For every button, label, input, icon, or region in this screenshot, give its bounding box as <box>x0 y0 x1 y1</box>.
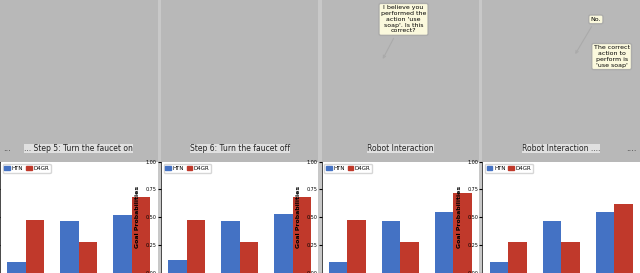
Bar <box>274 214 292 273</box>
Text: ...: ... <box>3 144 11 153</box>
Bar <box>168 260 186 273</box>
Bar <box>113 215 132 273</box>
Text: Robot Interaction: Robot Interaction <box>367 144 434 153</box>
Y-axis label: Goal Probabilities: Goal Probabilities <box>296 186 301 248</box>
Y-axis label: Goal Probabilities: Goal Probabilities <box>457 186 462 248</box>
Bar <box>348 219 366 273</box>
Bar <box>132 197 150 273</box>
Bar <box>435 212 454 273</box>
Bar <box>7 262 26 273</box>
Bar <box>508 242 527 273</box>
Legend: HTN, D4GR: HTN, D4GR <box>164 164 211 173</box>
Text: The correct
action to
perform is
'use soap': The correct action to perform is 'use so… <box>594 45 630 68</box>
Bar <box>382 221 401 273</box>
Bar <box>614 204 633 273</box>
Legend: HTN, D4GR: HTN, D4GR <box>485 164 533 173</box>
Bar <box>490 262 508 273</box>
Bar <box>596 212 614 273</box>
Bar <box>292 197 311 273</box>
Text: ... Step 5: Turn the faucet on: ... Step 5: Turn the faucet on <box>24 144 133 153</box>
Bar <box>561 242 580 273</box>
Text: Robot Interaction ....: Robot Interaction .... <box>522 144 600 153</box>
Bar <box>329 262 348 273</box>
Bar <box>401 242 419 273</box>
Y-axis label: Goal Probabilities: Goal Probabilities <box>135 186 140 248</box>
Text: I believe you
performed the
action 'use
soap'. Is this
correct?: I believe you performed the action 'use … <box>381 5 426 58</box>
Text: ....: .... <box>627 144 637 153</box>
Legend: HTN, D4GR: HTN, D4GR <box>324 164 372 173</box>
Bar <box>543 221 561 273</box>
Bar <box>186 219 205 273</box>
Bar <box>221 221 239 273</box>
Bar <box>239 242 258 273</box>
Legend: HTN, D4GR: HTN, D4GR <box>3 164 51 173</box>
Bar <box>454 193 472 273</box>
Text: Step 6: Turn the faucet off: Step 6: Turn the faucet off <box>189 144 290 153</box>
Bar <box>79 242 97 273</box>
Text: No.: No. <box>576 17 601 53</box>
Bar <box>26 219 44 273</box>
Bar <box>60 221 79 273</box>
